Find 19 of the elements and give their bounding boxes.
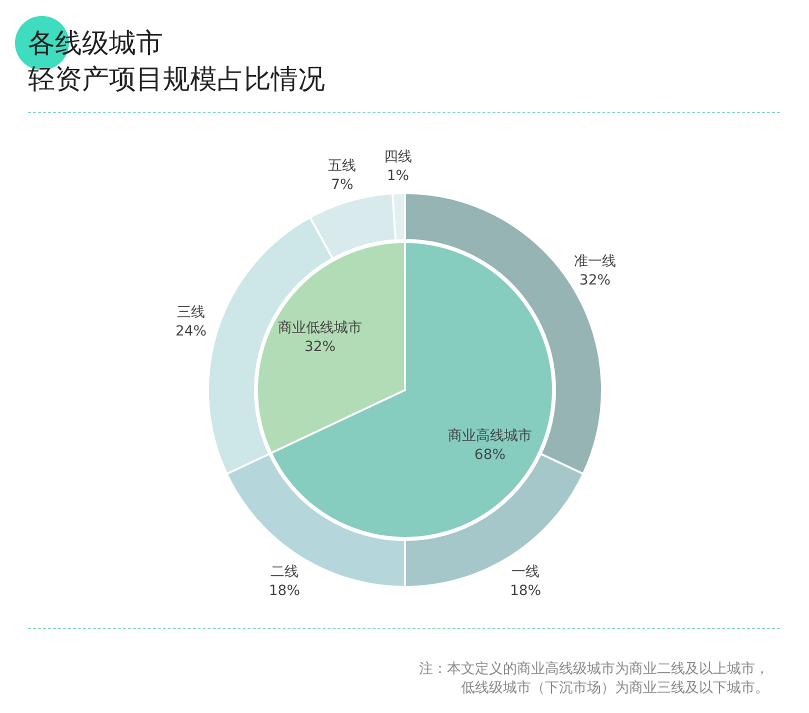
data-label: 7% [331,176,354,193]
slice-label: 一线 [512,564,540,580]
data-label: 18% [268,582,300,599]
slice-label: 三线 [177,304,206,320]
data-label: 68% [474,446,506,463]
slice-label: 四线 [384,149,412,166]
slice-label: 商业高线城市 [448,428,532,444]
text: 低线级城市（下沉市场）为商业三线及以下城市。 [460,679,769,698]
text: 注：本文定义的商业高线级城市为商业二线及以上城市， [419,660,769,679]
slice-label: 二线 [270,564,298,580]
slice-label: 商业低线城市 [278,320,362,336]
data-label: 32% [579,272,611,288]
data-label: 1% [386,168,410,184]
chart-subtitle: 轻资产项目规模占比情况 [28,63,325,97]
slice-label: 五线 [328,158,356,174]
data-label: 32% [304,339,336,356]
slice-label: 准一线 [574,253,616,270]
data-label: 18% [510,582,542,599]
data-label: 24% [175,323,207,340]
